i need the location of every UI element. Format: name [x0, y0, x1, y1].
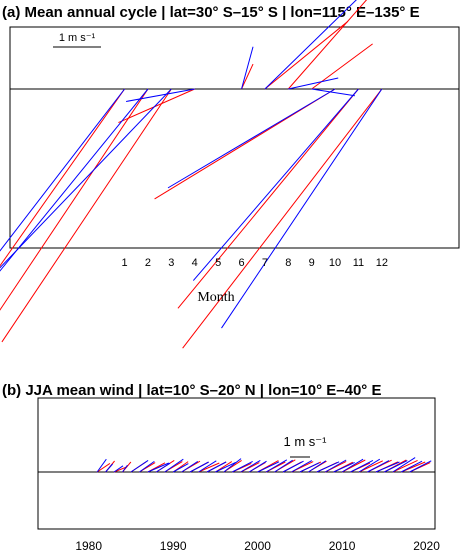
x-tick-label: 1990: [160, 539, 187, 553]
wind-vector-month-8: [288, 77, 339, 90]
wind-vector-year-2000: [257, 461, 280, 473]
wind-vector-month-11: [192, 88, 359, 281]
wind-vector-month-10: [167, 88, 336, 189]
wind-vector-month-7: [264, 0, 357, 90]
panel-b-plot-frame: [37, 397, 436, 530]
wind-vector-year-1996: [223, 458, 242, 473]
wind-vector-year-2018: [409, 460, 432, 473]
wind-vector-month-8: [287, 0, 368, 90]
wind-vector-year-1985: [130, 459, 149, 473]
wind-vector-year-1999: [248, 460, 267, 473]
panel-a-vectors: [0, 0, 383, 349]
wind-vector-month-11: [177, 88, 359, 309]
wind-vector-year-1982: [105, 463, 113, 473]
x-tick-label: 6: [238, 257, 244, 269]
wind-vector-year-2003: [282, 460, 304, 473]
wind-vector-month-12: [182, 88, 383, 349]
panel-b-tick-labels: 1980 1990 2000 2010 2020: [75, 539, 440, 553]
wind-vector-year-1983: [113, 465, 124, 473]
panel-b-scale-label: 1 m s⁻¹: [284, 434, 328, 449]
wind-vector-year-2011: [350, 459, 374, 473]
x-tick-label: 11: [353, 257, 364, 269]
wind-vector-year-1993: [198, 462, 220, 473]
wind-vector-month-3: [1, 88, 172, 343]
wind-vector-year-1990: [172, 463, 189, 473]
wind-vector-month-7: [264, 20, 349, 90]
x-tick-label: 5: [215, 257, 221, 269]
panel-b-vectors: [96, 457, 432, 473]
wind-vector-year-2002: [274, 459, 293, 473]
wind-vector-year-1997: [232, 460, 253, 473]
wind-vector-year-2001: [265, 459, 288, 473]
wind-vector-year-2017: [400, 460, 423, 473]
wind-vector-year-1981: [96, 462, 111, 473]
wind-vector-year-2010: [341, 458, 364, 473]
x-tick-label: 8: [285, 257, 291, 269]
x-tick-label: 2000: [244, 539, 271, 553]
x-tick-label: 2010: [329, 539, 356, 553]
x-tick-label: 12: [376, 257, 388, 269]
panel-a-title: (a) Mean annual cycle | lat=30° S–15° S …: [2, 4, 420, 21]
wind-vector-month-1: [0, 88, 125, 252]
wind-vector-year-1986: [139, 460, 155, 473]
wind-vector-year-1989: [164, 458, 184, 473]
wind-vector-month-12: [221, 88, 383, 329]
x-tick-label: 2: [145, 257, 151, 269]
wind-vector-month-9: [311, 88, 355, 97]
wind-vector-year-1987: [147, 462, 170, 473]
wind-vector-year-1994: [206, 461, 227, 473]
panel-b-title: (b) JJA mean wind | lat=10° S–20° N | lo…: [2, 382, 381, 399]
x-tick-label: 1980: [75, 539, 102, 553]
wind-vector-month-6: [241, 46, 254, 90]
wind-vector-year-2009: [333, 461, 355, 473]
wind-vector-year-1991: [181, 460, 199, 473]
wind-vector-year-2012: [358, 458, 381, 473]
wind-vector-year-2005: [299, 462, 320, 473]
wind-vector-year-2016: [392, 459, 418, 473]
wind-vector-year-1984: [122, 464, 128, 473]
wind-vector-year-2006: [308, 460, 327, 473]
x-tick-label: 4: [192, 257, 198, 269]
wind-vector-year-2013: [367, 460, 390, 473]
wind-vector-year-1981: [96, 458, 107, 473]
panel-a-x-axis-label: Month: [197, 290, 234, 305]
wind-vector-year-1983: [113, 466, 127, 473]
wind-vector-year-1995: [215, 461, 236, 473]
wind-vector-year-1992: [189, 461, 209, 473]
wind-vector-month-1: [0, 88, 125, 267]
wind-vector-year-1998: [240, 459, 261, 473]
panel-a-plot-frame: [9, 26, 460, 249]
x-tick-label: 9: [309, 257, 315, 269]
x-tick-label: 1: [122, 257, 128, 269]
x-tick-label: 2020: [413, 539, 440, 553]
wind-vector-year-2014: [375, 461, 400, 473]
panel-a-tick-labels: 1 2 3 4 5 6 7 8 9 10 11 12: [122, 257, 388, 269]
wind-vector-year-2016: [392, 457, 416, 473]
wind-vector-year-1993: [198, 460, 217, 473]
panel-b: (b) JJA mean wind | lat=10° S–20° N | lo…: [2, 382, 440, 553]
wind-vector-month-2: [0, 88, 149, 272]
wind-vector-month-2: [0, 88, 149, 311]
wind-vector-year-2008: [324, 459, 347, 473]
wind-vector-year-1988: [155, 462, 171, 473]
wind-vector-month-6: [241, 63, 254, 90]
panel-a: (a) Mean annual cycle | lat=30° S–15° S …: [0, 0, 460, 349]
x-tick-label: 3: [168, 257, 174, 269]
panel-a-scale-label: 1 m s⁻¹: [59, 32, 96, 44]
x-tick-label: 7: [262, 257, 268, 269]
wind-vector-year-2004: [291, 460, 313, 473]
wind-vector-year-2007: [316, 461, 340, 473]
wind-vector-month-3: [0, 88, 172, 269]
wind-vector-year-2015: [384, 460, 408, 473]
wind-vector-month-4: [118, 88, 195, 124]
wind-vector-month-4: [126, 88, 195, 102]
x-tick-label: 10: [329, 257, 341, 269]
